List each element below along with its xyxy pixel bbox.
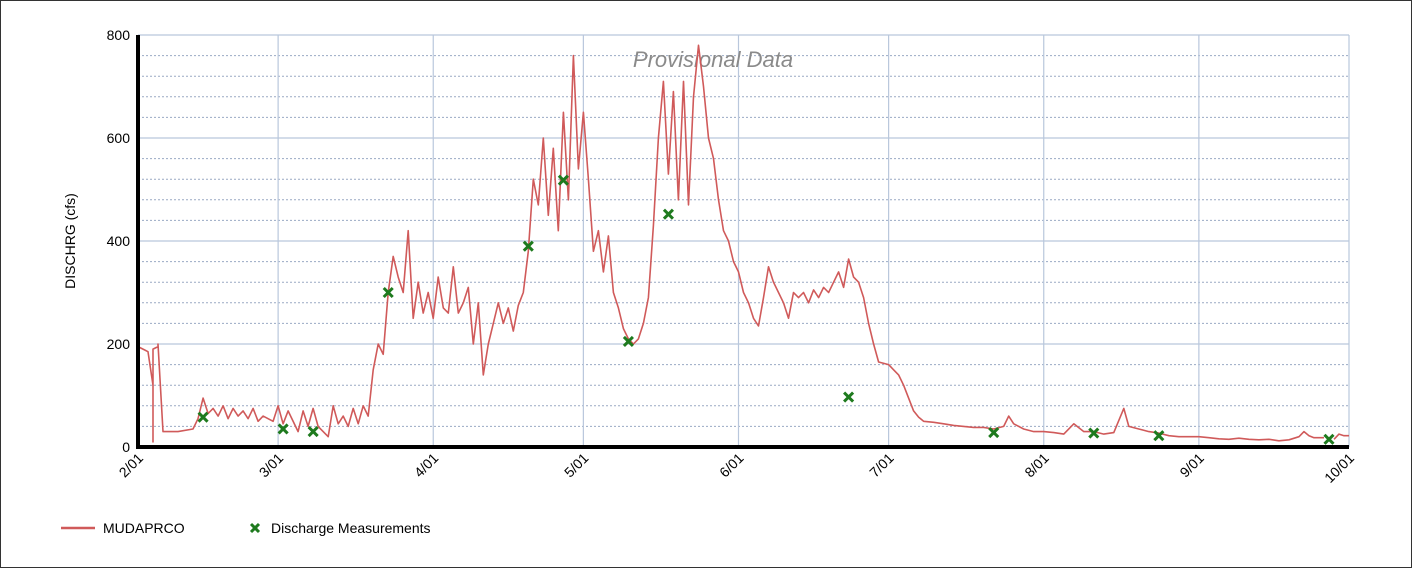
x-tick-label: 6/01	[716, 450, 747, 481]
x-tick-label: 2/01	[116, 450, 147, 481]
discharge-measurement-point	[622, 335, 634, 347]
y-tick-label: 600	[107, 130, 131, 146]
series-layer	[137, 44, 1349, 443]
watermark-text: Provisional Data	[633, 47, 793, 72]
discharge-measurement-point	[557, 174, 569, 186]
y-tick-labels: 0 200 400 600 800	[107, 27, 131, 455]
y-tick-label: 400	[107, 233, 131, 249]
y-tick-label: 200	[107, 336, 131, 352]
x-tick-label: 8/01	[1021, 450, 1052, 481]
discharge-measurement-point	[307, 425, 319, 438]
x-tick-label: 9/01	[1176, 450, 1207, 481]
y-axis-label: DISCHRG (cfs)	[62, 193, 78, 289]
x-tick-label: 4/01	[411, 450, 442, 481]
axes	[136, 35, 1349, 449]
series-line-mudaprco	[137, 44, 1349, 443]
y-tick-label: 0	[122, 439, 130, 455]
discharge-measurement-point	[988, 427, 1000, 439]
x-tick-labels: 2/01 3/01 4/01 5/01 6/01 7/01 8/01 9/01 10/01	[116, 450, 1358, 486]
legend: MUDAPRCO Discharge Measurements	[61, 520, 431, 536]
discharge-measurement-point	[382, 286, 394, 299]
discharge-measurement-point	[1153, 430, 1165, 442]
y-tick-label: 800	[107, 27, 131, 43]
major-grid	[137, 34, 1350, 447]
legend-item-discharge-measurements: Discharge Measurements	[249, 520, 431, 536]
discharge-measurement-point	[522, 240, 534, 252]
legend-label: Discharge Measurements	[271, 520, 431, 536]
discharge-measurement-point	[197, 411, 209, 423]
discharge-measurement-point	[1323, 433, 1335, 445]
discharge-measurement-point	[1088, 427, 1100, 439]
x-tick-label: 10/01	[1321, 450, 1357, 486]
legend-marker-swatch	[249, 522, 261, 534]
discharge-measurement-point	[843, 391, 855, 403]
minor-grid	[138, 55, 1349, 427]
marker-layer	[197, 174, 1335, 445]
x-tick-label: 5/01	[561, 450, 592, 481]
legend-item-mudaprco: MUDAPRCO	[61, 520, 185, 536]
x-tick-label: 3/01	[256, 450, 287, 481]
x-tick-label: 7/01	[866, 450, 897, 481]
discharge-measurement-point	[662, 208, 674, 220]
legend-label: MUDAPRCO	[103, 520, 185, 536]
discharge-measurement-point	[277, 423, 289, 435]
